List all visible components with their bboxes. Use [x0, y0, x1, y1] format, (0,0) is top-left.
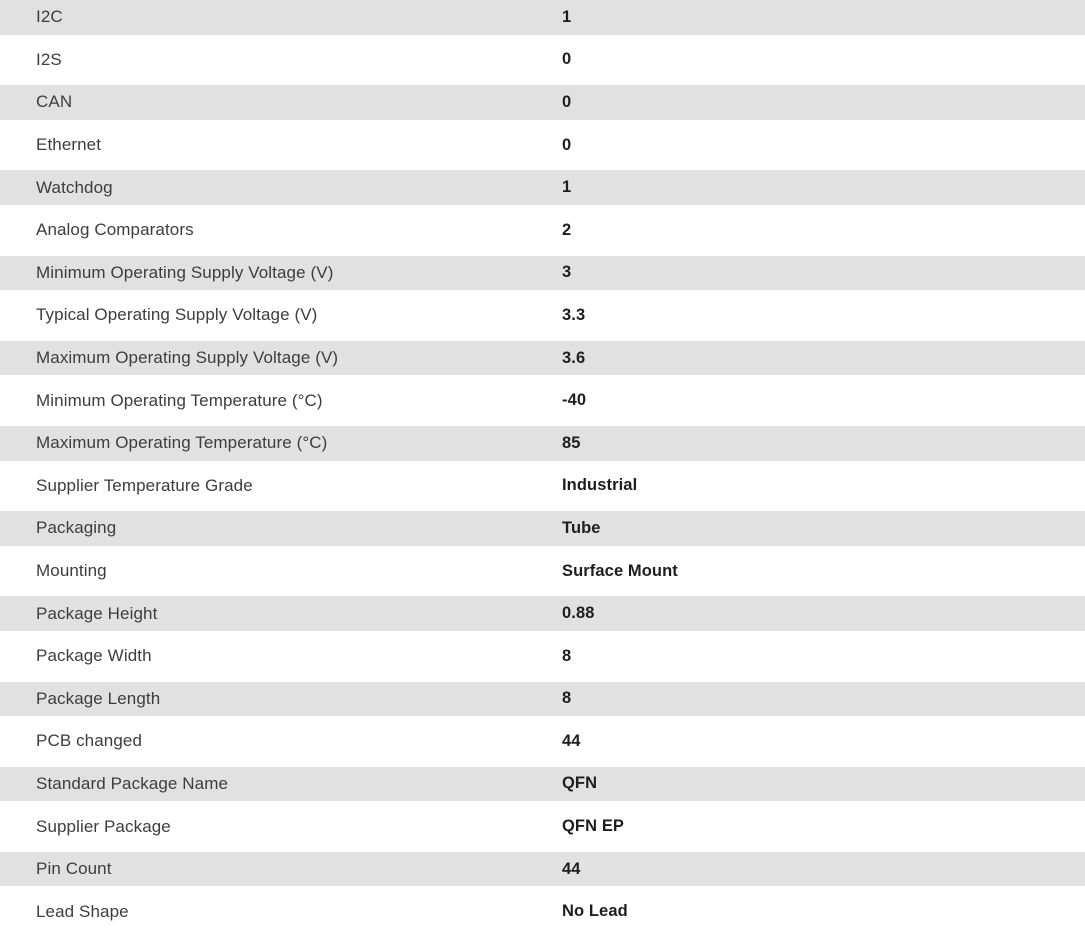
spec-label: Lead Shape [36, 901, 129, 921]
spec-label: Supplier Package [36, 816, 171, 836]
spec-value: 2 [562, 220, 572, 239]
table-row: Watchdog 1 [0, 166, 1085, 209]
spec-value: 3.3 [562, 305, 586, 324]
spec-label: I2C [36, 7, 63, 27]
table-row: Maximum Operating Supply Voltage (V) 3.6 [0, 336, 1085, 380]
table-row: Supplier Package QFN EP [0, 805, 1085, 848]
spec-label: Packaging [36, 518, 117, 538]
spec-value: QFN EP [562, 817, 625, 836]
table-row: Package Width 8 [0, 634, 1085, 678]
spec-value: QFN [562, 774, 598, 793]
spec-value: Tube [562, 518, 601, 537]
spec-label: Analog Comparators [36, 220, 194, 240]
table-row: Minimum Operating Temperature (°C) -40 [0, 379, 1085, 422]
spec-value: 0 [562, 135, 572, 154]
table-row: I2S 0 [0, 38, 1085, 82]
table-row: Supplier Temperature Grade Industrial [0, 464, 1085, 508]
table-row: Maximum Operating Temperature (°C) 85 [0, 421, 1085, 465]
spec-value: 3.6 [562, 348, 586, 367]
spec-value: 8 [562, 689, 572, 708]
table-row: CAN 0 [0, 81, 1085, 124]
spec-value: 85 [562, 433, 581, 452]
table-row: Minimum Operating Supply Voltage (V) 3 [0, 251, 1085, 295]
spec-label: Standard Package Name [36, 773, 229, 793]
spec-label: Ethernet [36, 135, 102, 155]
spec-value: No Lead [562, 902, 628, 921]
spec-value: 44 [562, 731, 581, 750]
spec-label: Supplier Temperature Grade [36, 475, 253, 495]
spec-label: Package Height [36, 603, 158, 623]
table-row: Analog Comparators 2 [0, 208, 1085, 252]
spec-label: I2S [36, 49, 62, 69]
spec-label: Maximum Operating Supply Voltage (V) [36, 348, 339, 368]
table-row: Packaging Tube [0, 507, 1085, 550]
table-row: Standard Package Name QFN [0, 762, 1085, 806]
spec-value: -40 [562, 391, 587, 410]
spec-label: Typical Operating Supply Voltage (V) [36, 305, 318, 325]
spec-label: Minimum Operating Temperature (°C) [36, 390, 323, 410]
table-row: Package Height 0.88 [0, 592, 1085, 635]
spec-label: Minimum Operating Supply Voltage (V) [36, 262, 334, 282]
spec-label: Package Length [36, 688, 161, 708]
spec-value: 0 [562, 92, 572, 111]
table-row: I2C 1 [0, 0, 1085, 39]
table-row: Ethernet 0 [0, 123, 1085, 167]
spec-label: Watchdog [36, 177, 113, 197]
spec-value: 8 [562, 646, 572, 665]
spec-value: 0 [562, 50, 572, 69]
spec-value: Industrial [562, 476, 638, 495]
spec-label: Package Width [36, 646, 152, 666]
table-row: PCB changed 44 [0, 720, 1085, 763]
spec-label: Mounting [36, 561, 107, 581]
table-row: Package Length 8 [0, 677, 1085, 721]
table-row: Typical Operating Supply Voltage (V) 3.3 [0, 294, 1085, 337]
spec-value: 3 [562, 263, 572, 282]
table-row: Mounting Surface Mount [0, 549, 1085, 593]
spec-value: Surface Mount [562, 561, 678, 580]
spec-label: Pin Count [36, 859, 112, 879]
table-row: Lead Shape No Lead [0, 890, 1085, 932]
spec-label: Maximum Operating Temperature (°C) [36, 433, 328, 453]
table-row: Pin Count 44 [0, 847, 1085, 891]
spec-value: 0.88 [562, 604, 595, 623]
spec-label: CAN [36, 92, 73, 112]
spec-value: 44 [562, 859, 581, 878]
spec-value: 1 [562, 178, 572, 197]
spec-label: PCB changed [36, 731, 143, 751]
spec-value: 1 [562, 7, 572, 26]
